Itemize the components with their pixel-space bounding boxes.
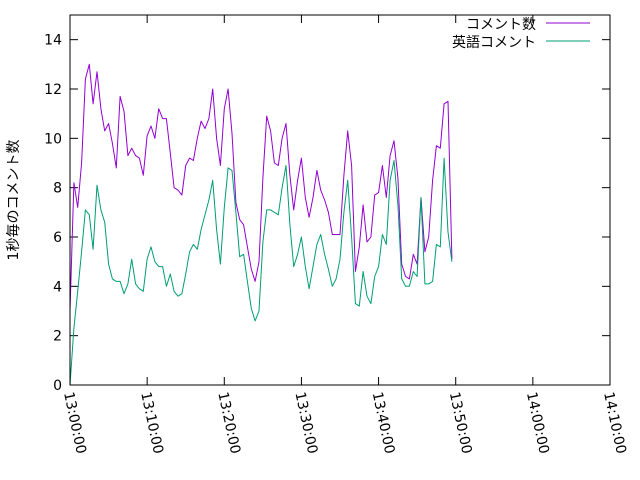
x-tick-label: 14:10:00 (600, 391, 629, 456)
plot-frame (69, 14, 611, 386)
x-tick-label: 13:00:00 (60, 391, 89, 456)
series-lines (69, 63, 453, 386)
x-axis-ticks: 13:00:00 13:10:00 13:20:00 13:30:00 13:40:00… (60, 15, 629, 455)
y-tick-label: 4 (53, 279, 62, 295)
legend: コメント数 英語コメント (452, 17, 590, 51)
y-tick-label: 12 (44, 82, 62, 98)
series-line-2 (69, 157, 453, 386)
y-tick-label: 0 (53, 378, 62, 394)
x-tick-label: 13:30:00 (292, 391, 321, 456)
y-tick-label: 6 (53, 230, 62, 246)
x-tick-label: 13:10:00 (137, 391, 166, 456)
y-tick-label: 8 (53, 181, 62, 197)
y-axis-ticks: 0 2 4 6 8 10 12 14 (44, 33, 610, 394)
y-tick-label: 10 (44, 131, 62, 147)
y-axis-label: 1秒毎のコメント数 (6, 140, 22, 261)
y-tick-label: 14 (44, 33, 62, 49)
legend-label-series-2: 英語コメント (452, 34, 536, 51)
x-tick-label: 13:50:00 (446, 391, 475, 456)
y-tick-label: 2 (53, 329, 62, 345)
x-tick-label: 14:00:00 (523, 391, 552, 456)
x-tick-label: 13:20:00 (214, 391, 243, 456)
legend-label-series-1: コメント数 (466, 17, 536, 33)
x-tick-label: 13:40:00 (369, 391, 398, 456)
series-line-1 (69, 63, 453, 312)
